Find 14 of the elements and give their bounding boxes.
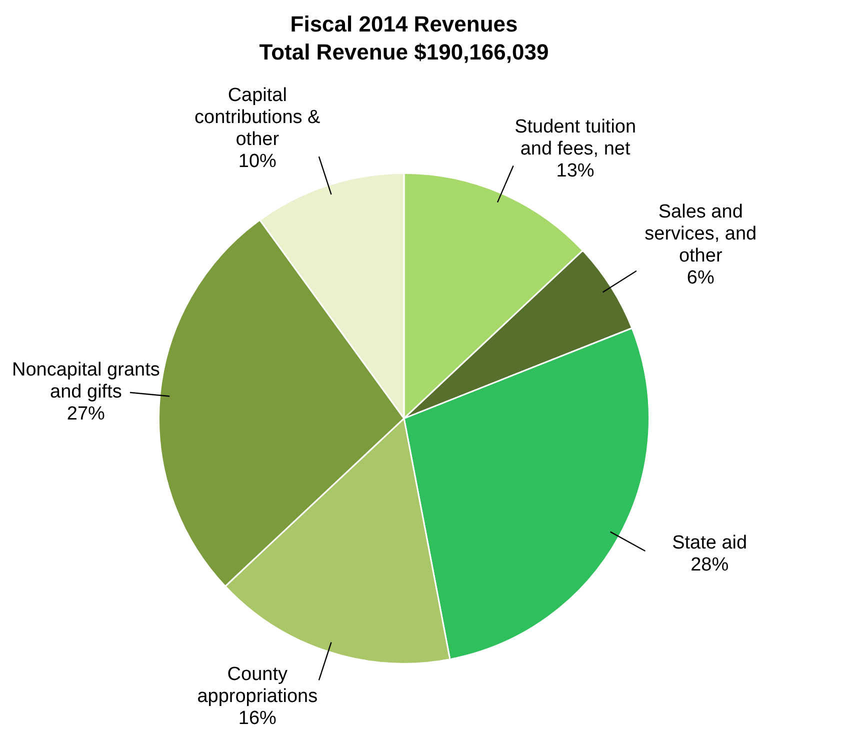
data-label: 16% (238, 708, 277, 730)
slice-label: Noncapital grants and gifts (12, 359, 160, 402)
slice-label: State aid (672, 532, 748, 554)
chart-title: Fiscal 2014 Revenues (290, 11, 518, 36)
data-label: 27% (66, 403, 106, 424)
data-label: 6% (686, 267, 714, 288)
chart-subtitle: Total Revenue $190,166,039 (259, 40, 549, 65)
data-label: 13% (556, 160, 594, 182)
slice-label: Student tuition and fees, net (514, 116, 636, 160)
data-label: 10% (238, 151, 277, 172)
slice-label: Capital contributions & other (194, 85, 321, 150)
slice-label: Sales and services, and other (644, 201, 757, 266)
data-label: 28% (690, 554, 729, 576)
slice-label: County appropriations (197, 664, 318, 708)
